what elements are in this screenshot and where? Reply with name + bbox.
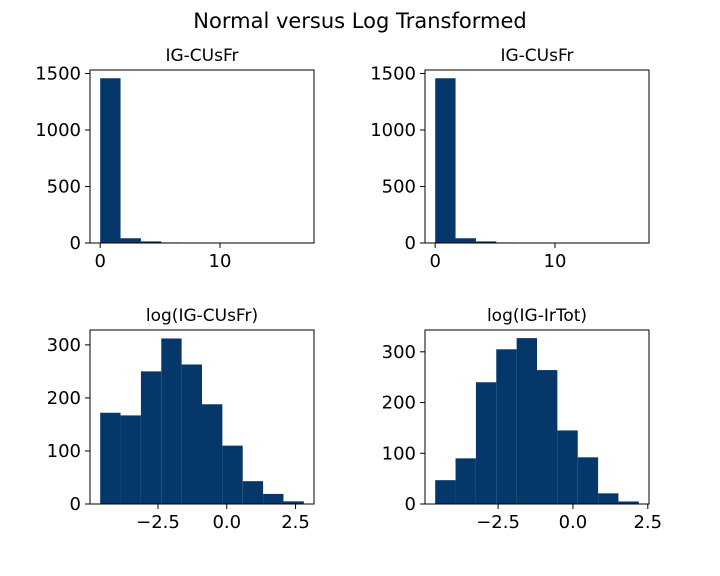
subplot-3: log(IG-CUsFr) −2.5 0.0 2.5 0 100 200 300	[47, 306, 315, 533]
y-tick-label: 0	[405, 494, 416, 515]
y-tick-label: 1000	[370, 120, 416, 141]
subplot-title: IG-CUsFr	[165, 46, 238, 66]
histogram-bar	[161, 338, 182, 504]
axes-frame	[89, 329, 315, 505]
histogram-bar	[577, 457, 599, 504]
histogram-bar	[496, 349, 517, 504]
subplot-2: IG-CUsFr 0 10 0 500 1000 1500	[370, 46, 650, 272]
y-tick-label: 1500	[35, 64, 81, 85]
subplot-4: log(IG-IrTot) −2.5 0.0 2.5 0 100 200 300	[382, 306, 662, 533]
histogram-bar	[598, 493, 619, 504]
histogram-bar	[618, 501, 639, 504]
histogram-bar	[140, 371, 162, 504]
histogram-bar	[222, 445, 243, 504]
y-tick-label: 0	[405, 233, 416, 254]
x-tick-label: 10	[544, 251, 567, 272]
y-tick-label: 300	[382, 342, 416, 363]
histogram-bar	[181, 364, 202, 504]
histogram-bar	[140, 241, 162, 243]
subplot-title: log(IG-IrTot)	[487, 306, 587, 326]
x-tick-label: −2.5	[476, 512, 520, 533]
y-tick-label: 500	[47, 177, 81, 198]
subplot-title: IG-CUsFr	[500, 46, 573, 66]
x-tick-label: −2.5	[136, 512, 180, 533]
y-tick-label: 1000	[35, 120, 81, 141]
histogram-bar	[537, 370, 558, 504]
y-tick-label: 500	[382, 177, 416, 198]
y-tick-label: 1500	[370, 64, 416, 85]
x-tick-label: 2.5	[633, 512, 662, 533]
y-tick-label: 300	[47, 335, 81, 356]
x-tick-label: 0.0	[212, 512, 241, 533]
histogram-bar	[455, 458, 476, 504]
axes-frame	[424, 69, 650, 244]
y-tick-label: 0	[70, 233, 81, 254]
axes-frame	[89, 69, 315, 244]
subplot-1: IG-CUsFr 0 10 0 500 1000 1500	[35, 46, 315, 272]
histogram-bar	[475, 382, 497, 504]
histogram-bar	[263, 493, 284, 504]
histogram-bar	[100, 78, 121, 243]
y-tick-label: 200	[47, 388, 81, 409]
y-tick-label: 0	[70, 494, 81, 515]
histogram-bar	[242, 481, 264, 504]
histogram-bar	[475, 241, 497, 243]
y-tick-label: 100	[47, 441, 81, 462]
x-tick-label: 2.5	[281, 512, 310, 533]
figure-suptitle: Normal versus Log Transformed	[193, 9, 526, 33]
x-tick-label: 0.0	[559, 512, 588, 533]
histogram-bar	[435, 78, 456, 243]
x-tick-label: 0	[94, 251, 105, 272]
x-tick-label: 10	[209, 251, 232, 272]
histogram-bar	[283, 501, 304, 504]
histogram-bar	[120, 238, 141, 243]
histogram-bar	[100, 412, 121, 504]
histogram-bar	[202, 404, 223, 504]
axes-frame	[424, 329, 650, 505]
histogram-bar	[120, 415, 141, 504]
y-tick-label: 200	[382, 393, 416, 414]
x-tick-label: 0	[429, 251, 440, 272]
histogram-bar	[455, 238, 476, 243]
histogram-bar	[435, 480, 456, 504]
subplot-title: log(IG-CUsFr)	[146, 306, 258, 326]
histogram-bar	[557, 430, 578, 504]
histogram-bar	[516, 338, 537, 504]
y-tick-label: 100	[382, 443, 416, 464]
